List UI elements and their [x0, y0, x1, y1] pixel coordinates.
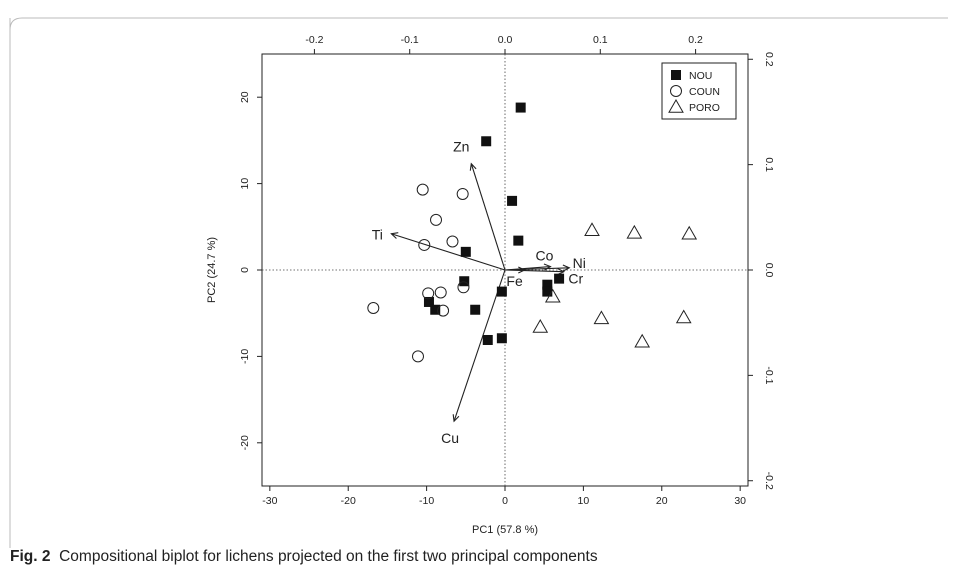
loading-label-ti: Ti: [372, 227, 383, 243]
legend-label-poro: PORO: [689, 102, 720, 114]
point-nou: [482, 334, 493, 345]
legend: NOU COUN PORO: [661, 62, 737, 120]
point-coun: [437, 304, 450, 317]
point-poro: [584, 222, 600, 237]
top-tick-label: -0.2: [305, 34, 323, 46]
point-nou: [515, 102, 526, 113]
point-nou: [430, 304, 441, 315]
right-tick-label: -0.2: [763, 472, 775, 490]
x-tick-label: -20: [341, 495, 356, 507]
point-nou: [554, 273, 565, 284]
y-tick-label: 20: [239, 91, 251, 103]
y-tick-label: -10: [239, 349, 251, 364]
arrow-ti: [391, 233, 506, 271]
point-coun: [434, 286, 447, 299]
point-nou: [459, 276, 470, 287]
arrowhead-ni: [562, 264, 571, 272]
point-nou: [507, 195, 518, 206]
point-coun: [430, 213, 443, 226]
arrowhead-fe: [518, 266, 526, 274]
point-poro: [593, 310, 610, 325]
legend-marker-poro: [668, 98, 684, 113]
point-nou: [496, 333, 507, 344]
point-nou: [496, 286, 507, 297]
point-nou: [423, 296, 434, 307]
point-coun: [446, 235, 459, 248]
x-tick-label: 30: [734, 495, 746, 507]
figure-label: Fig. 2: [10, 548, 51, 565]
loading-label-cu: Cu: [441, 430, 459, 446]
legend-marker-coun: [670, 85, 682, 97]
point-nou: [460, 246, 471, 257]
point-nou: [481, 136, 492, 147]
top-tick-label: 0.1: [593, 34, 608, 46]
y-axis-label: PC2 (24.7 %): [206, 237, 218, 303]
x-axis-top: -0.2 -0.1 0.0 0.1 0.2: [305, 34, 703, 54]
figure-caption: Fig. 2 Compositional biplot for lichens …: [10, 548, 950, 566]
point-nou: [513, 235, 524, 246]
point-poro: [675, 309, 692, 324]
x-tick-label: 0: [502, 495, 508, 507]
arrowhead-cu: [452, 414, 460, 423]
point-coun: [422, 287, 435, 300]
loading-label-co: Co: [536, 248, 554, 264]
arrow-cu: [453, 269, 506, 422]
point-coun: [418, 238, 431, 251]
legend-marker-nou: [671, 70, 681, 80]
right-tick-label: 0.1: [763, 157, 775, 172]
y-tick-label: 0: [239, 267, 251, 273]
arrowhead-cr: [557, 268, 566, 276]
y-axis-left: -20 -10 0 10 20: [239, 91, 262, 450]
point-nou: [470, 304, 481, 315]
arrowhead-zn: [469, 162, 477, 171]
loading-label-cr: Cr: [568, 271, 583, 287]
figure-frame-top: [9, 17, 948, 31]
point-nou: [542, 286, 553, 297]
x-axis-label: PC1 (57.8 %): [472, 524, 538, 536]
loading-label-fe: Fe: [506, 273, 523, 289]
x-tick-label: 10: [578, 495, 590, 507]
right-tick-label: 0.0: [763, 263, 775, 278]
point-poro: [634, 333, 651, 348]
point-nou: [542, 279, 553, 290]
legend-label-coun: COUN: [689, 86, 720, 98]
arrowhead-ti: [390, 232, 399, 239]
point-coun: [457, 281, 470, 294]
y-tick-label: 10: [239, 178, 251, 190]
arrow-zn: [470, 163, 506, 271]
top-tick-label: 0.0: [498, 34, 513, 46]
data-points: [367, 102, 698, 363]
point-coun: [367, 302, 380, 315]
top-tick-label: 0.2: [688, 34, 703, 46]
x-tick-label: -10: [419, 495, 434, 507]
y-axis-right: -0.2 -0.1 0.0 0.1 0.2: [748, 52, 775, 490]
point-coun: [411, 350, 424, 363]
x-tick-label: -30: [262, 495, 277, 507]
right-tick-label: -0.1: [763, 366, 775, 384]
y-tick-label: -20: [239, 435, 251, 450]
x-axis-bottom: -30 -20 -10 0 10 20 30: [262, 486, 746, 507]
right-tick-label: 0.2: [763, 52, 775, 67]
loading-label-ni: Ni: [573, 255, 586, 271]
caption-text: Compositional biplot for lichens project…: [59, 548, 598, 565]
legend-label-nou: NOU: [689, 70, 712, 82]
biplot-chart: -30 -20 -10 0 10 20 30 -20 -10 0 10 20 -0.2 -0.1 0.0…: [206, 34, 775, 536]
top-tick-label: -0.1: [401, 34, 419, 46]
point-poro: [626, 224, 643, 239]
x-tick-label: 20: [656, 495, 668, 507]
loading-label-zn: Zn: [453, 139, 469, 155]
point-poro: [544, 288, 561, 303]
point-coun: [416, 183, 429, 196]
point-poro: [532, 319, 549, 333]
point-poro: [681, 225, 698, 240]
point-coun: [456, 187, 469, 200]
